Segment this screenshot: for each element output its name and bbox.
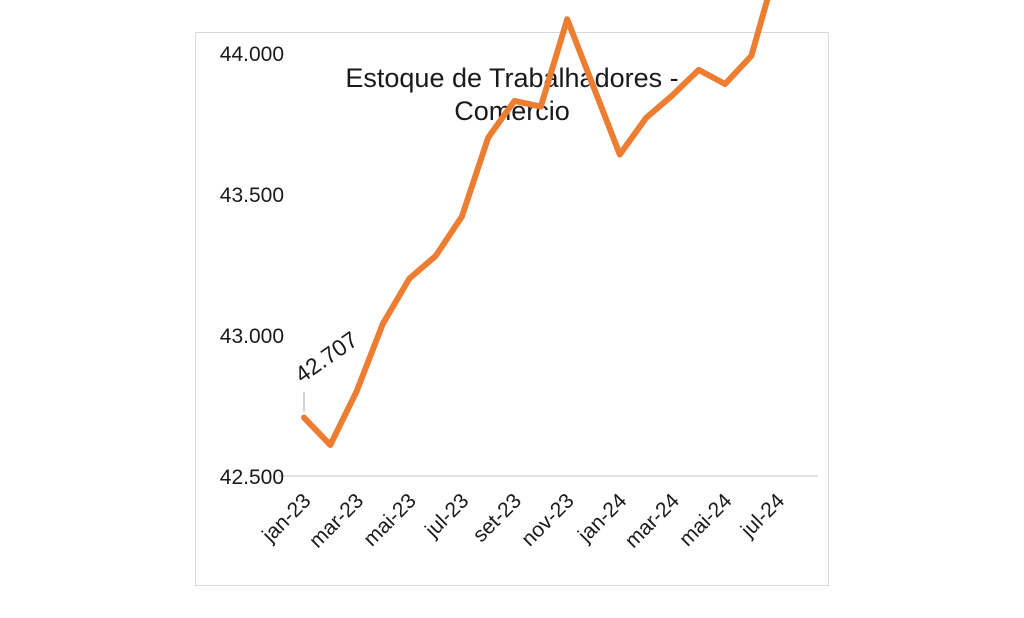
x-tick-label: mai-24	[675, 489, 737, 551]
x-tick-label: jul-24	[736, 489, 790, 543]
x-tick-label: mar-24	[621, 489, 685, 553]
y-tick-label: 42.500	[220, 466, 284, 489]
y-tick-label: 44.000	[220, 43, 284, 66]
data-point	[380, 321, 386, 327]
data-point	[722, 81, 728, 87]
data-point	[538, 104, 544, 110]
data-point	[643, 115, 649, 121]
data-point	[748, 53, 754, 59]
series-line	[301, 0, 771, 448]
data-point	[459, 214, 465, 220]
data-point	[301, 415, 307, 421]
data-point	[354, 388, 360, 394]
chart-area	[195, 32, 829, 586]
x-tick-label: mar-23	[305, 489, 368, 552]
data-point	[669, 92, 675, 98]
data-point	[617, 152, 623, 158]
data-point	[590, 84, 596, 90]
x-tick-label: nov-23	[517, 489, 579, 551]
data-point	[327, 442, 333, 448]
data-label: 42.707	[290, 326, 363, 388]
data-point	[433, 253, 439, 259]
data-point	[406, 276, 412, 282]
x-tick-label: mai-23	[359, 489, 421, 551]
data-point	[485, 135, 491, 141]
chart-title-line-1: Estoque de Trabalhadores -	[345, 63, 679, 93]
data-point	[696, 67, 702, 73]
data-point	[512, 98, 518, 104]
x-tick-label: jul-23	[420, 489, 473, 542]
data-point	[564, 16, 570, 22]
y-tick-label: 43.000	[220, 325, 284, 348]
y-tick-label: 43.500	[220, 184, 284, 207]
x-tick-label: set-23	[469, 489, 527, 547]
